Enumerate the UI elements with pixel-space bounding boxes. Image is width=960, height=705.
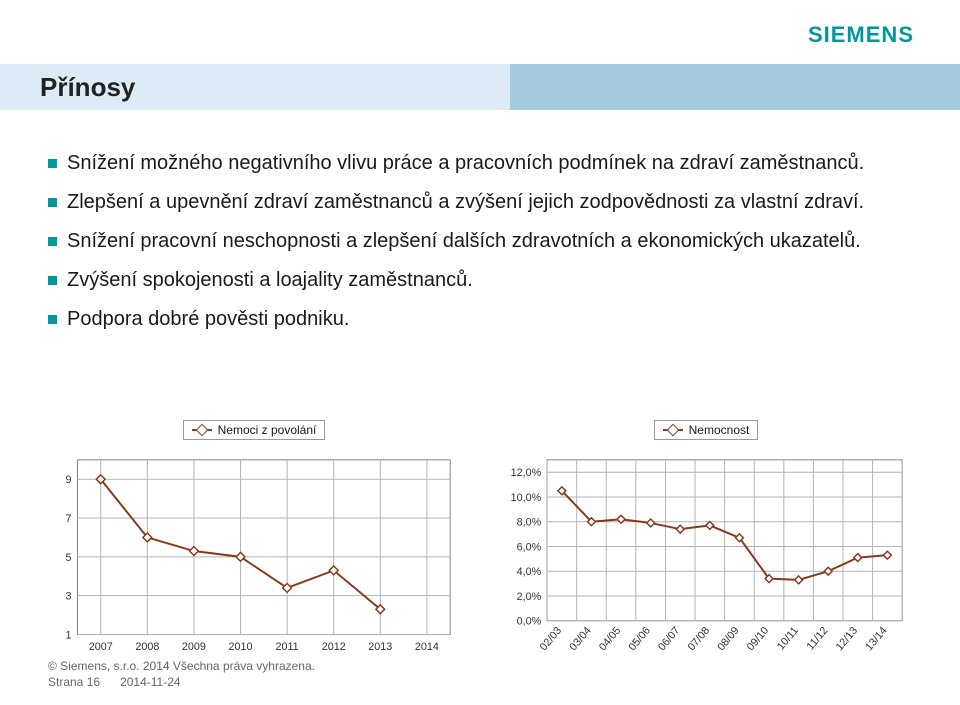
svg-text:2012: 2012 (322, 641, 346, 653)
svg-text:12/13: 12/13 (834, 625, 861, 653)
chart-right-legend: Nemocnost (654, 420, 759, 440)
bullet-text: Zvýšení spokojenosti a loajality zaměstn… (67, 267, 912, 294)
svg-text:13/14: 13/14 (863, 625, 890, 653)
svg-text:12,0%: 12,0% (511, 467, 542, 479)
svg-text:9: 9 (66, 474, 72, 486)
svg-text:09/10: 09/10 (745, 625, 772, 653)
bullet-square-icon (48, 315, 57, 324)
charts-row: Nemoci z povolání 1 3 5 7 9 2007 2008 2009 2010 2… (48, 420, 912, 650)
chart-left: Nemoci z povolání 1 3 5 7 9 2007 2008 2009 2010 2… (48, 420, 460, 650)
bullet-square-icon (48, 159, 57, 168)
legend-marker-icon (192, 429, 212, 431)
legend-marker-icon (663, 429, 683, 431)
bullet-item: Zvýšení spokojenosti a loajality zaměstn… (48, 267, 912, 294)
brand-logo: SIEMENS (808, 22, 914, 48)
bullet-item: Snížení pracovní neschopnosti a zlepšení… (48, 228, 912, 255)
svg-text:11/12: 11/12 (804, 625, 830, 653)
legend-label: Nemocnost (689, 423, 750, 437)
svg-text:2008: 2008 (135, 641, 159, 653)
svg-text:6,0%: 6,0% (517, 541, 542, 553)
svg-text:2,0%: 2,0% (517, 591, 542, 603)
svg-text:04/05: 04/05 (597, 625, 624, 653)
svg-text:10/11: 10/11 (775, 625, 801, 653)
svg-text:8,0%: 8,0% (517, 517, 542, 529)
footer-copyright: © Siemens, s.r.o. 2014 Všechna práva vyh… (48, 659, 315, 673)
chart-left-legend: Nemoci z povolání (183, 420, 326, 440)
svg-text:4,0%: 4,0% (517, 566, 542, 578)
svg-text:05/06: 05/06 (626, 625, 653, 653)
bullet-square-icon (48, 198, 57, 207)
footer: © Siemens, s.r.o. 2014 Všechna práva vyh… (48, 659, 315, 689)
svg-text:7: 7 (66, 513, 72, 525)
svg-text:2009: 2009 (182, 641, 206, 653)
bullet-item: Zlepšení a upevnění zdraví zaměstnanců a… (48, 189, 912, 216)
bullet-text: Podpora dobré pověsti podniku. (67, 306, 912, 333)
bullet-item: Snížení možného negativního vlivu práce … (48, 150, 912, 177)
bullet-square-icon (48, 276, 57, 285)
chart-left-svg: 1 3 5 7 9 2007 2008 2009 2010 2011 2012 2013 2014 (48, 440, 460, 670)
svg-text:02/03: 02/03 (538, 625, 565, 653)
footer-page: Strana 16 (48, 675, 100, 689)
svg-text:2007: 2007 (89, 641, 113, 653)
legend-label: Nemoci z povolání (218, 423, 317, 437)
chart-right-svg: 0,0% 2,0% 4,0% 6,0% 8,0% 10,0% 12,0% 02/0303/04… (500, 440, 912, 670)
bullet-text: Snížení pracovní neschopnosti a zlepšení… (67, 228, 912, 255)
svg-text:07/08: 07/08 (686, 625, 713, 653)
bullet-list: Snížení možného negativního vlivu práce … (48, 150, 912, 345)
bullet-item: Podpora dobré pověsti podniku. (48, 306, 912, 333)
svg-text:3: 3 (66, 591, 72, 603)
svg-text:5: 5 (66, 552, 72, 564)
bullet-text: Zlepšení a upevnění zdraví zaměstnanců a… (67, 189, 912, 216)
svg-text:08/09: 08/09 (715, 625, 742, 653)
svg-text:2011: 2011 (276, 641, 299, 653)
svg-text:0,0%: 0,0% (517, 616, 542, 628)
footer-date: 2014-11-24 (120, 675, 181, 689)
header-band: Přínosy (0, 64, 960, 110)
chart-right: Nemocnost 0,0% 2,0% 4,0% 6,0% 8,0% 10,0% 12,0%… (500, 420, 912, 650)
svg-text:03/04: 03/04 (567, 625, 594, 653)
svg-text:2010: 2010 (229, 641, 253, 653)
bullet-text: Snížení možného negativního vlivu práce … (67, 150, 912, 177)
svg-text:06/07: 06/07 (656, 625, 683, 653)
page-title: Přínosy (0, 64, 175, 110)
svg-text:2014: 2014 (415, 641, 439, 653)
svg-text:10,0%: 10,0% (511, 492, 542, 504)
svg-text:2013: 2013 (368, 641, 392, 653)
svg-text:1: 1 (66, 629, 72, 641)
bullet-square-icon (48, 237, 57, 246)
